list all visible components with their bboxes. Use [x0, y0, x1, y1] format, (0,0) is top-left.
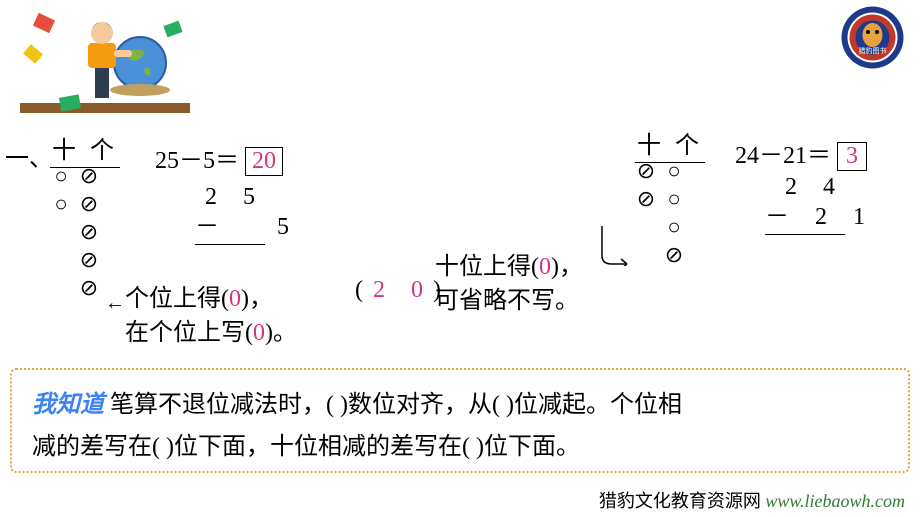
note-right: 十位上得(0)， 可省略不写。 — [435, 250, 583, 318]
note-left-line2: 在个位上写(0)。 — [125, 316, 297, 350]
slide: 猎豹图书 一、 十 个 ○⊘ ○⊘ ⊘ ⊘ ⊘ 25－5＝ 20 2 5 － 5 — [0, 0, 920, 517]
summary-t6: )位下面。 — [476, 434, 580, 460]
footer-url: www.liebaowh.com — [765, 491, 905, 511]
vcalc-minus: － 5 — [195, 212, 265, 245]
section-number: 一、 — [5, 138, 53, 173]
vertical-calc-right: 2 4 － 2 1 (3) — [765, 172, 845, 325]
eq-answer-r: 3 — [837, 142, 867, 171]
svg-text:猎豹图书: 猎豹图书 — [859, 46, 887, 55]
vcalc-top-r: 2 4 — [765, 172, 845, 202]
vcalc-top: 2 5 — [195, 182, 265, 212]
bent-arrow-icon — [597, 226, 632, 266]
note-left-line1: 个位上得(0)， — [125, 282, 297, 316]
summary-t5: )位下面，十位相减的差写在( — [166, 434, 470, 460]
summary-box: 我知道 笔算不退位减法时，( )数位对齐，从( )位减起。个位相 减的差写在( … — [10, 368, 910, 473]
liebao-logo-badge: 猎豹图书 — [840, 5, 905, 70]
vcalc-result-r: (3) — [765, 235, 845, 325]
eq-lhs-r: 24－21＝ — [735, 143, 831, 169]
note-right-line1: 十位上得(0)， — [435, 250, 583, 284]
equation-right: 24－21＝ 3 — [735, 135, 867, 171]
summary-t3: )位减起。个位相 — [506, 392, 682, 418]
counter-grid-right: ⊘○ ⊘○ ○ ⊘ — [632, 157, 688, 269]
note-right-line2: 可省略不写。 — [435, 284, 583, 318]
counter-grid-left: ○⊘ ○⊘ ⊘ ⊘ ⊘ — [47, 162, 103, 302]
eq-lhs: 25－5＝ — [155, 148, 239, 174]
footer-brand: 猎豹文化教育资源网 — [599, 491, 766, 511]
eq-answer: 20 — [245, 147, 283, 176]
i-know-badge: 我知道 — [32, 392, 104, 418]
vcalc-minus-r: － 2 1 — [765, 202, 845, 235]
summary-t1: 笔算不退位减法时，( — [110, 392, 334, 418]
footer: 猎豹文化教育资源网 www.liebaowh.com — [599, 487, 905, 513]
summary-t4: 减的差写在( — [32, 434, 160, 460]
child-globe-illustration — [20, 8, 190, 123]
note-left: 个位上得(0)， 在个位上写(0)。 — [125, 282, 297, 350]
equation-left: 25－5＝ 20 — [155, 140, 283, 176]
arrow-left-icon: ← — [105, 292, 125, 315]
summary-t2: )数位对齐，从( — [340, 392, 500, 418]
